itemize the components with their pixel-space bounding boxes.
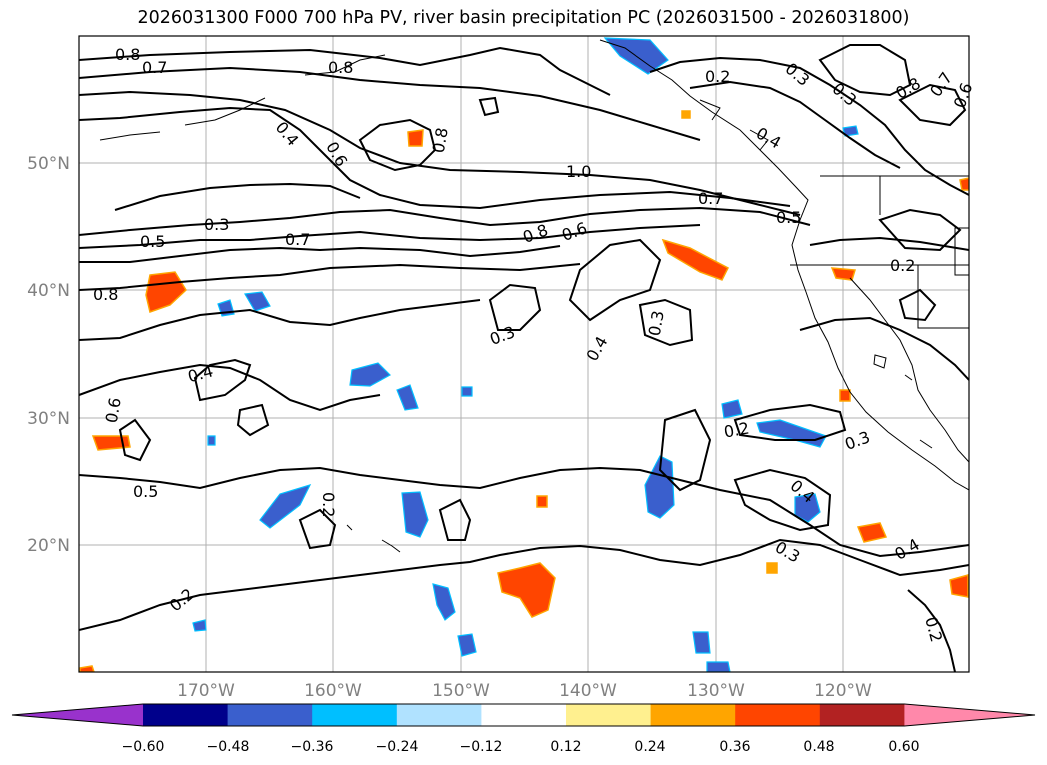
colorbar-tick: −0.60 <box>122 739 165 755</box>
colorbar-tick: −0.48 <box>207 739 250 755</box>
pv-contours <box>79 44 969 672</box>
precip-negative-blobs <box>192 37 859 672</box>
contour-label: 1.0 <box>566 162 591 181</box>
colorbar-segment <box>735 704 821 726</box>
contour-label: 0.7 <box>142 58 167 77</box>
contour-label: 0.2 <box>722 418 750 441</box>
contour-label: 0.8 <box>429 126 452 154</box>
colorbar-extend-low <box>12 704 143 726</box>
colorbar-tick: 0.60 <box>888 739 919 755</box>
contour-label: 0.7 <box>285 230 310 249</box>
colorbar-ticks: −0.60 −0.48 −0.36 −0.24 −0.12 0.12 0.24 … <box>122 739 920 755</box>
contour-label: 0.3 <box>782 59 814 90</box>
contour-label: 0.4 <box>891 535 923 564</box>
contour-label: 0.8 <box>328 58 353 77</box>
contour-label: 0.4 <box>186 361 216 386</box>
contour-label: 0.6 <box>102 396 125 424</box>
contour-label: 0.8 <box>520 220 550 247</box>
colorbar-segment <box>650 704 736 726</box>
colorbar-segment <box>566 704 652 726</box>
colorbar-tick: 0.24 <box>634 739 665 755</box>
contour-label: 0.2 <box>705 67 730 86</box>
colorbar-segment <box>819 704 905 726</box>
contour-label: 0.8 <box>892 74 924 103</box>
colorbar-segment <box>143 704 229 726</box>
colorbar-extend-high <box>904 704 1035 726</box>
lat-label: 40°N <box>27 281 70 301</box>
colorbar-tick: 0.48 <box>803 739 834 755</box>
lon-label: 140°W <box>559 681 617 701</box>
lat-label: 20°N <box>27 536 70 556</box>
contour-label: 0.8 <box>115 45 140 64</box>
contour-label: 0.2 <box>921 615 946 645</box>
colorbar-tick: 0.12 <box>550 739 581 755</box>
contour-label: 0.3 <box>487 322 517 349</box>
contour-label: 0.8 <box>93 285 118 304</box>
colorbar <box>11 703 1036 727</box>
colorbar-tick: −0.12 <box>460 739 503 755</box>
contour-label: 0.3 <box>829 79 861 110</box>
lon-label: 150°W <box>432 681 490 701</box>
contour-label: 0.3 <box>842 427 872 454</box>
contour-label: 0.7 <box>926 69 956 101</box>
contour-label: 0.4 <box>582 333 611 365</box>
latitude-labels: 50°N 40°N 30°N 20°N <box>27 154 70 556</box>
contour-label: 0.2 <box>166 584 198 615</box>
contour-label: 0.3 <box>645 309 668 337</box>
colorbar-segment <box>481 704 567 726</box>
contour-label: 0.4 <box>272 118 303 150</box>
contour-label: 0.2 <box>319 492 338 517</box>
contour-label: 0.5 <box>776 208 801 227</box>
colorbar-outline <box>11 703 1036 727</box>
map-title: 2026031300 F000 700 hPa PV, river basin … <box>137 8 910 28</box>
colorbar-segment <box>312 704 398 726</box>
longitude-labels: 170°W 160°W 150°W 140°W 130°W 120°W <box>177 681 872 701</box>
lon-label: 160°W <box>304 681 362 701</box>
contour-label: 0.6 <box>322 138 351 170</box>
map-frame <box>78 35 970 673</box>
contour-label: 0.5 <box>133 482 158 501</box>
contour-label: 0.6 <box>950 80 977 110</box>
colorbar-segment <box>396 704 482 726</box>
colorbar-tick: −0.36 <box>291 739 334 755</box>
lon-label: 130°W <box>687 681 745 701</box>
contour-label: 0.3 <box>204 215 229 234</box>
colorbar-segment <box>227 704 313 726</box>
contour-label: 0.2 <box>890 256 915 275</box>
contour-label: 0.5 <box>140 232 165 251</box>
contour-label: 0.7 <box>698 189 723 208</box>
lon-label: 170°W <box>177 681 235 701</box>
lat-label: 50°N <box>27 154 70 174</box>
colorbar-tick: 0.36 <box>719 739 750 755</box>
contour-label: 0.6 <box>559 218 589 245</box>
lon-label: 120°W <box>814 681 872 701</box>
colorbar-tick: −0.24 <box>376 739 419 755</box>
lat-label: 30°N <box>27 409 70 429</box>
precip-positive-blobs <box>79 110 969 672</box>
